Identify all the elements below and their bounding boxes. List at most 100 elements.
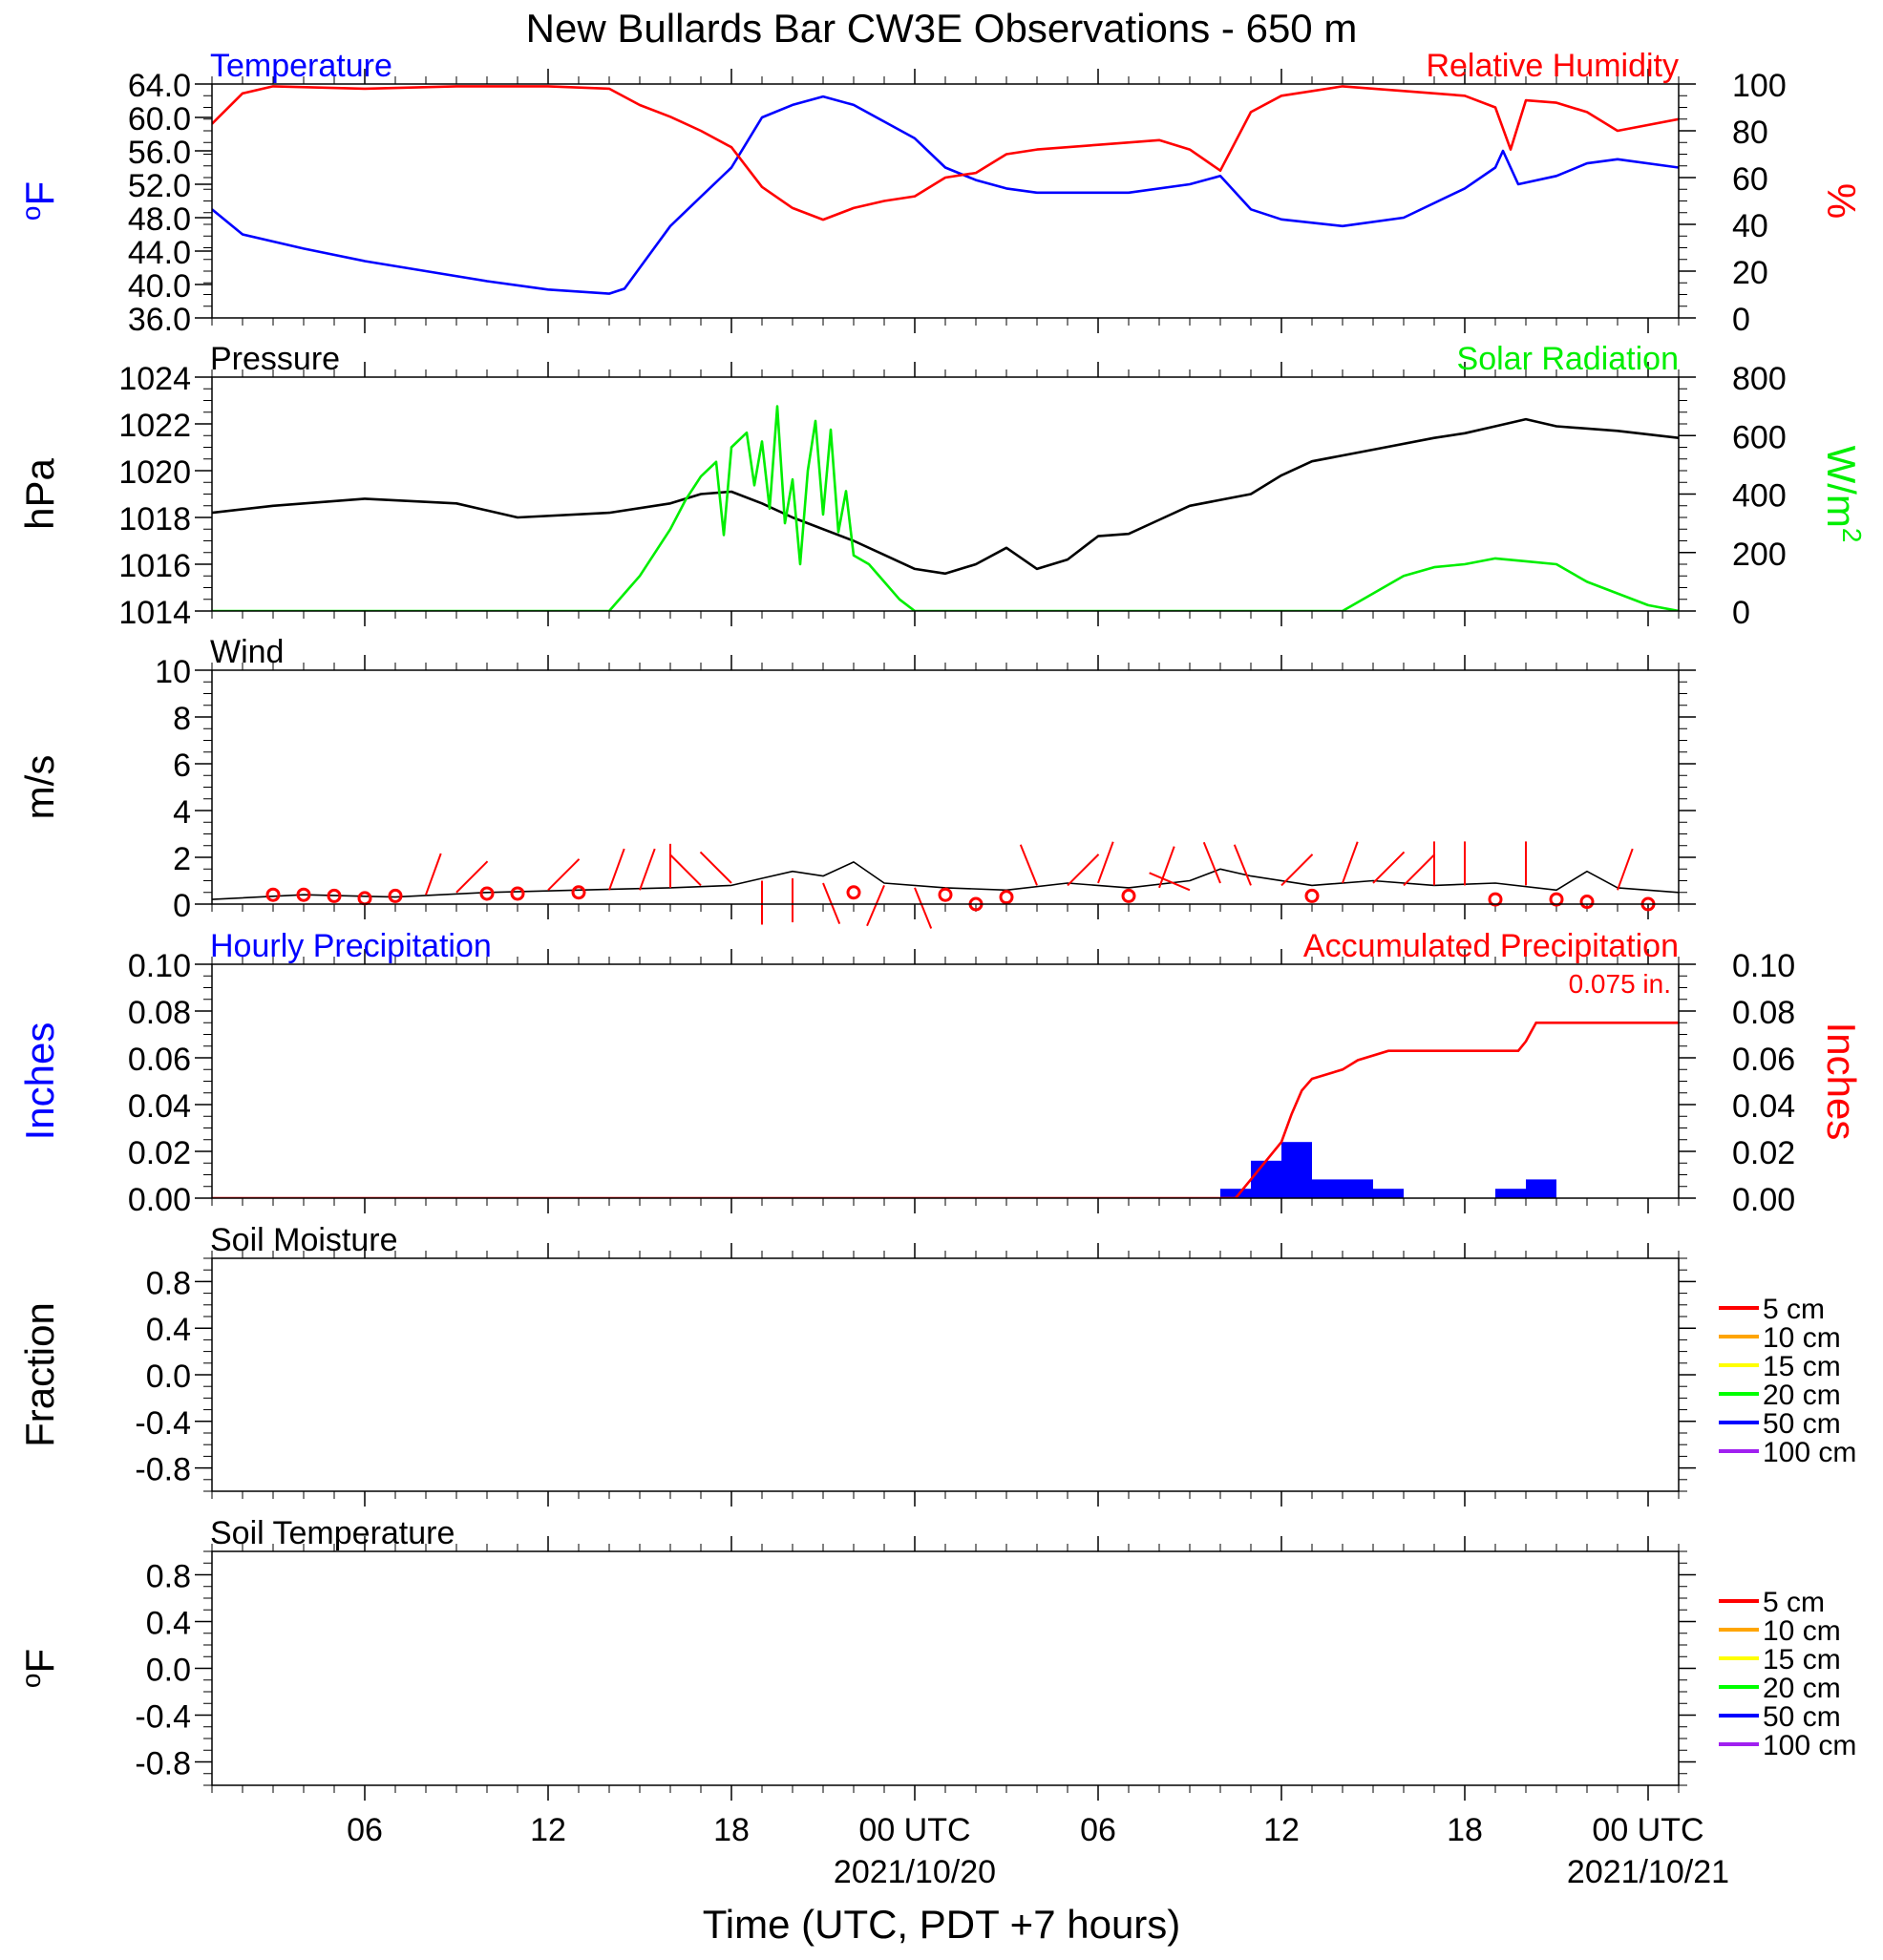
y-left-tick-label: 6 (173, 748, 191, 784)
wind-calm-marker (327, 888, 342, 903)
panel-right-title: Accumulated Precipitation (1303, 928, 1679, 964)
y-left-tick-label: 10 (155, 654, 191, 690)
y-left-tick-label: 2 (173, 841, 191, 877)
y-left-tick-label: 1014 (118, 595, 191, 631)
accumulated-total-label: 0.075 in. (1569, 969, 1671, 999)
legend-label: 50 cm (1763, 1701, 1841, 1733)
y-left-tick-label: 0.0 (146, 1653, 191, 1689)
y-right-tick-label: 40 (1732, 208, 1768, 244)
panel-frame (211, 376, 1680, 612)
y-right-tick-label: 0.06 (1732, 1042, 1795, 1078)
x-tick-label: 06 (1080, 1812, 1116, 1848)
panel-frame (211, 1550, 1680, 1786)
x-tick-label: 18 (713, 1812, 750, 1848)
y-right-tick-label: 0.04 (1732, 1088, 1795, 1125)
y-left-tick-label: 64.0 (128, 68, 191, 104)
wind-calm-marker (388, 888, 403, 903)
y-left-tick-label: 0.8 (146, 1265, 191, 1301)
wind-barb (1158, 846, 1175, 889)
y-left-tick-label: 52.0 (128, 168, 191, 204)
legend-label: 5 cm (1763, 1587, 1825, 1618)
y-right-tick-label: 800 (1732, 361, 1787, 397)
panel-plot-area (212, 1022, 1679, 1198)
wind-calm-marker (1121, 888, 1136, 903)
y-left-axis-label: m/s (17, 755, 62, 820)
x-tick-label: 00 UTC (858, 1812, 970, 1848)
hourly-precip-bar (1281, 1142, 1312, 1198)
wind-calm-marker (1488, 892, 1503, 907)
hourly-precip-bar (1495, 1189, 1526, 1198)
legend-label: 20 cm (1763, 1380, 1841, 1411)
x-axis-label: Time (UTC, PDT +7 hours) (703, 1902, 1181, 1947)
series-line-temperature-left (212, 95, 1679, 295)
wind-barb (1372, 851, 1406, 884)
panel-left-title: Soil Moisture (210, 1222, 398, 1258)
y-right-tick-label: 60 (1732, 161, 1768, 198)
y-left-tick-label: 4 (173, 794, 191, 831)
unit-exponent: 2 (1837, 528, 1867, 543)
y-right-tick-label: 600 (1732, 419, 1787, 455)
y-left-tick-label: 0.00 (128, 1182, 191, 1218)
wind-barb (866, 885, 885, 927)
panel-plot-area (212, 405, 1679, 611)
legend-label: 100 cm (1763, 1437, 1856, 1468)
y-right-axis-label: W/m2 (1819, 446, 1867, 543)
y-left-axis-label: Inches (17, 1022, 62, 1141)
y-left-axis-label: oF (16, 181, 62, 221)
hourly-precip-bar (1526, 1179, 1556, 1198)
panel-wind: 0 2 4 6 8 10 Wind m/s (17, 634, 1696, 929)
y-left-tick-label: 0.0 (146, 1359, 191, 1395)
panel-precipitation: 0.00 0.02 0.04 0.06 0.08 0.10 0.00 0.02 0.04 0.06… (17, 928, 1864, 1218)
y-right-axis-label: % (1819, 183, 1864, 219)
wind-barb (1403, 854, 1436, 887)
y-left-tick-label: 1022 (118, 408, 191, 444)
panel-right-title: Relative Humidity (1426, 48, 1679, 84)
wind-calm-marker (846, 885, 861, 900)
wind-calm-marker (357, 891, 372, 906)
legend-label: 15 cm (1763, 1351, 1841, 1382)
y-right-tick-label: 100 (1732, 68, 1787, 104)
hourly-precip-bar (1343, 1179, 1373, 1198)
legend-label: 20 cm (1763, 1673, 1841, 1704)
series-line-pressure-left (212, 417, 1679, 576)
y-left-tick-label: 56.0 (128, 135, 191, 171)
y-right-tick-label: 20 (1732, 255, 1768, 291)
wind-barb (1342, 841, 1359, 884)
panel-plot-area (212, 85, 1679, 295)
panel-left-title: Temperature (210, 48, 392, 84)
degree-sign: o (16, 1674, 46, 1689)
y-left-tick-label: 60.0 (128, 101, 191, 137)
y-left-axis-label: oF (16, 1649, 62, 1688)
y-left-tick-label: 1016 (118, 548, 191, 584)
hourly-precip-bar (1220, 1189, 1251, 1198)
wind-barb (1617, 848, 1634, 891)
wind-calm-marker (1304, 888, 1320, 903)
y-left-axis-label: hPa (17, 457, 62, 529)
panel-frame (211, 1257, 1680, 1492)
y-left-tick-label: 8 (173, 701, 191, 737)
hourly-precip-bar (1251, 1160, 1281, 1198)
panel-right-title: Solar Radiation (1457, 341, 1679, 377)
wind-barb (1202, 841, 1221, 884)
wind-barb (1019, 844, 1038, 886)
y-right-tick-label: 0.02 (1732, 1135, 1795, 1171)
unit-letter: F (17, 181, 62, 206)
wind-barb (1067, 854, 1100, 887)
panel-temperature: 36.040.044.048.052.056.060.064.0 0 20 40 60 8… (16, 48, 1864, 338)
x-tick-label: 06 (347, 1812, 383, 1848)
hourly-precip-bar (1312, 1179, 1343, 1198)
wind-barb (639, 848, 656, 891)
chart-title: New Bullards Bar CW3E Observations - 650… (526, 6, 1358, 51)
y-left-tick-label: 0.04 (128, 1088, 191, 1125)
panel-pressure: 1014 1016 1018 1020 1022 1024 0 200 400 600 800 Pre… (17, 341, 1867, 631)
y-left-tick-label: 0.10 (128, 948, 191, 984)
y-left-tick-label: 0.08 (128, 995, 191, 1031)
y-left-tick-label: 1024 (118, 361, 191, 397)
wind-calm-marker (296, 887, 311, 902)
wind-barb (608, 848, 625, 891)
legend-label: 10 cm (1763, 1322, 1841, 1354)
wind-calm-marker (999, 890, 1014, 905)
legend-label: 50 cm (1763, 1408, 1841, 1440)
panel-frame (211, 669, 1680, 905)
